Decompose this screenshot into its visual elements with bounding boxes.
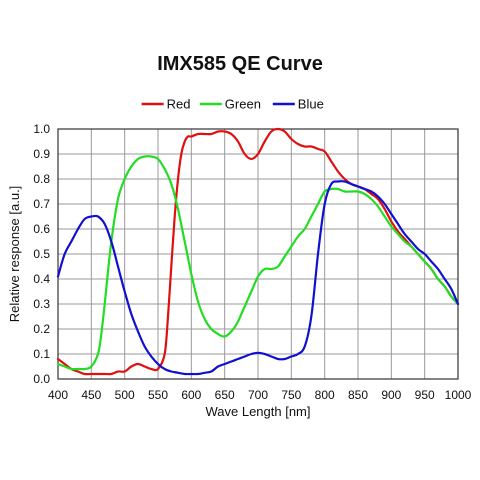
y-tick-label: 0.0 xyxy=(33,372,50,386)
y-tick-label: 0.3 xyxy=(33,297,50,311)
x-tick-label: 550 xyxy=(148,388,168,402)
y-tick-label: 1.0 xyxy=(33,122,50,136)
grid xyxy=(57,128,459,380)
y-axis-label: Relative response [a.u.] xyxy=(7,186,22,323)
y-tick-label: 0.7 xyxy=(33,197,50,211)
x-tick-label: 800 xyxy=(315,388,335,402)
x-tick-label: 750 xyxy=(281,388,301,402)
legend: Red Green Blue xyxy=(141,97,324,112)
x-tick-label: 500 xyxy=(115,388,135,402)
x-axis-label: Wave Length [nm] xyxy=(205,404,310,419)
x-tick-label: 900 xyxy=(381,388,401,402)
axes: 400 450 500 550 600 650 700 750 800 850 900 950 1000… xyxy=(33,122,471,402)
y-tick-label: 0.5 xyxy=(33,247,50,261)
y-tick-label: 0.2 xyxy=(33,322,50,336)
x-tick-label: 1000 xyxy=(445,388,472,402)
x-tick-label: 700 xyxy=(248,388,268,402)
series-line-blue xyxy=(56,180,460,376)
y-tick-label: 0.4 xyxy=(33,272,50,286)
series-line-red xyxy=(56,127,460,376)
x-tick-label: 600 xyxy=(181,388,201,402)
x-tick-label: 950 xyxy=(415,388,435,402)
chart-title: IMX585 QE Curve xyxy=(157,53,323,75)
x-tick-label: 400 xyxy=(48,388,68,402)
legend-label-red: Red xyxy=(167,97,191,112)
x-tick-label: 450 xyxy=(81,388,101,402)
series-group xyxy=(56,127,460,376)
legend-label-green: Green xyxy=(225,97,261,112)
legend-label-blue: Blue xyxy=(298,97,324,112)
y-tick-label: 0.6 xyxy=(33,222,50,236)
plot-frame xyxy=(57,128,459,380)
x-tick-label: 850 xyxy=(348,388,368,402)
x-tick-label: 650 xyxy=(215,388,235,402)
y-tick-label: 0.1 xyxy=(33,347,50,361)
series-line-green xyxy=(56,155,460,371)
y-tick-label: 0.9 xyxy=(33,147,50,161)
y-tick-label: 0.8 xyxy=(33,172,50,186)
